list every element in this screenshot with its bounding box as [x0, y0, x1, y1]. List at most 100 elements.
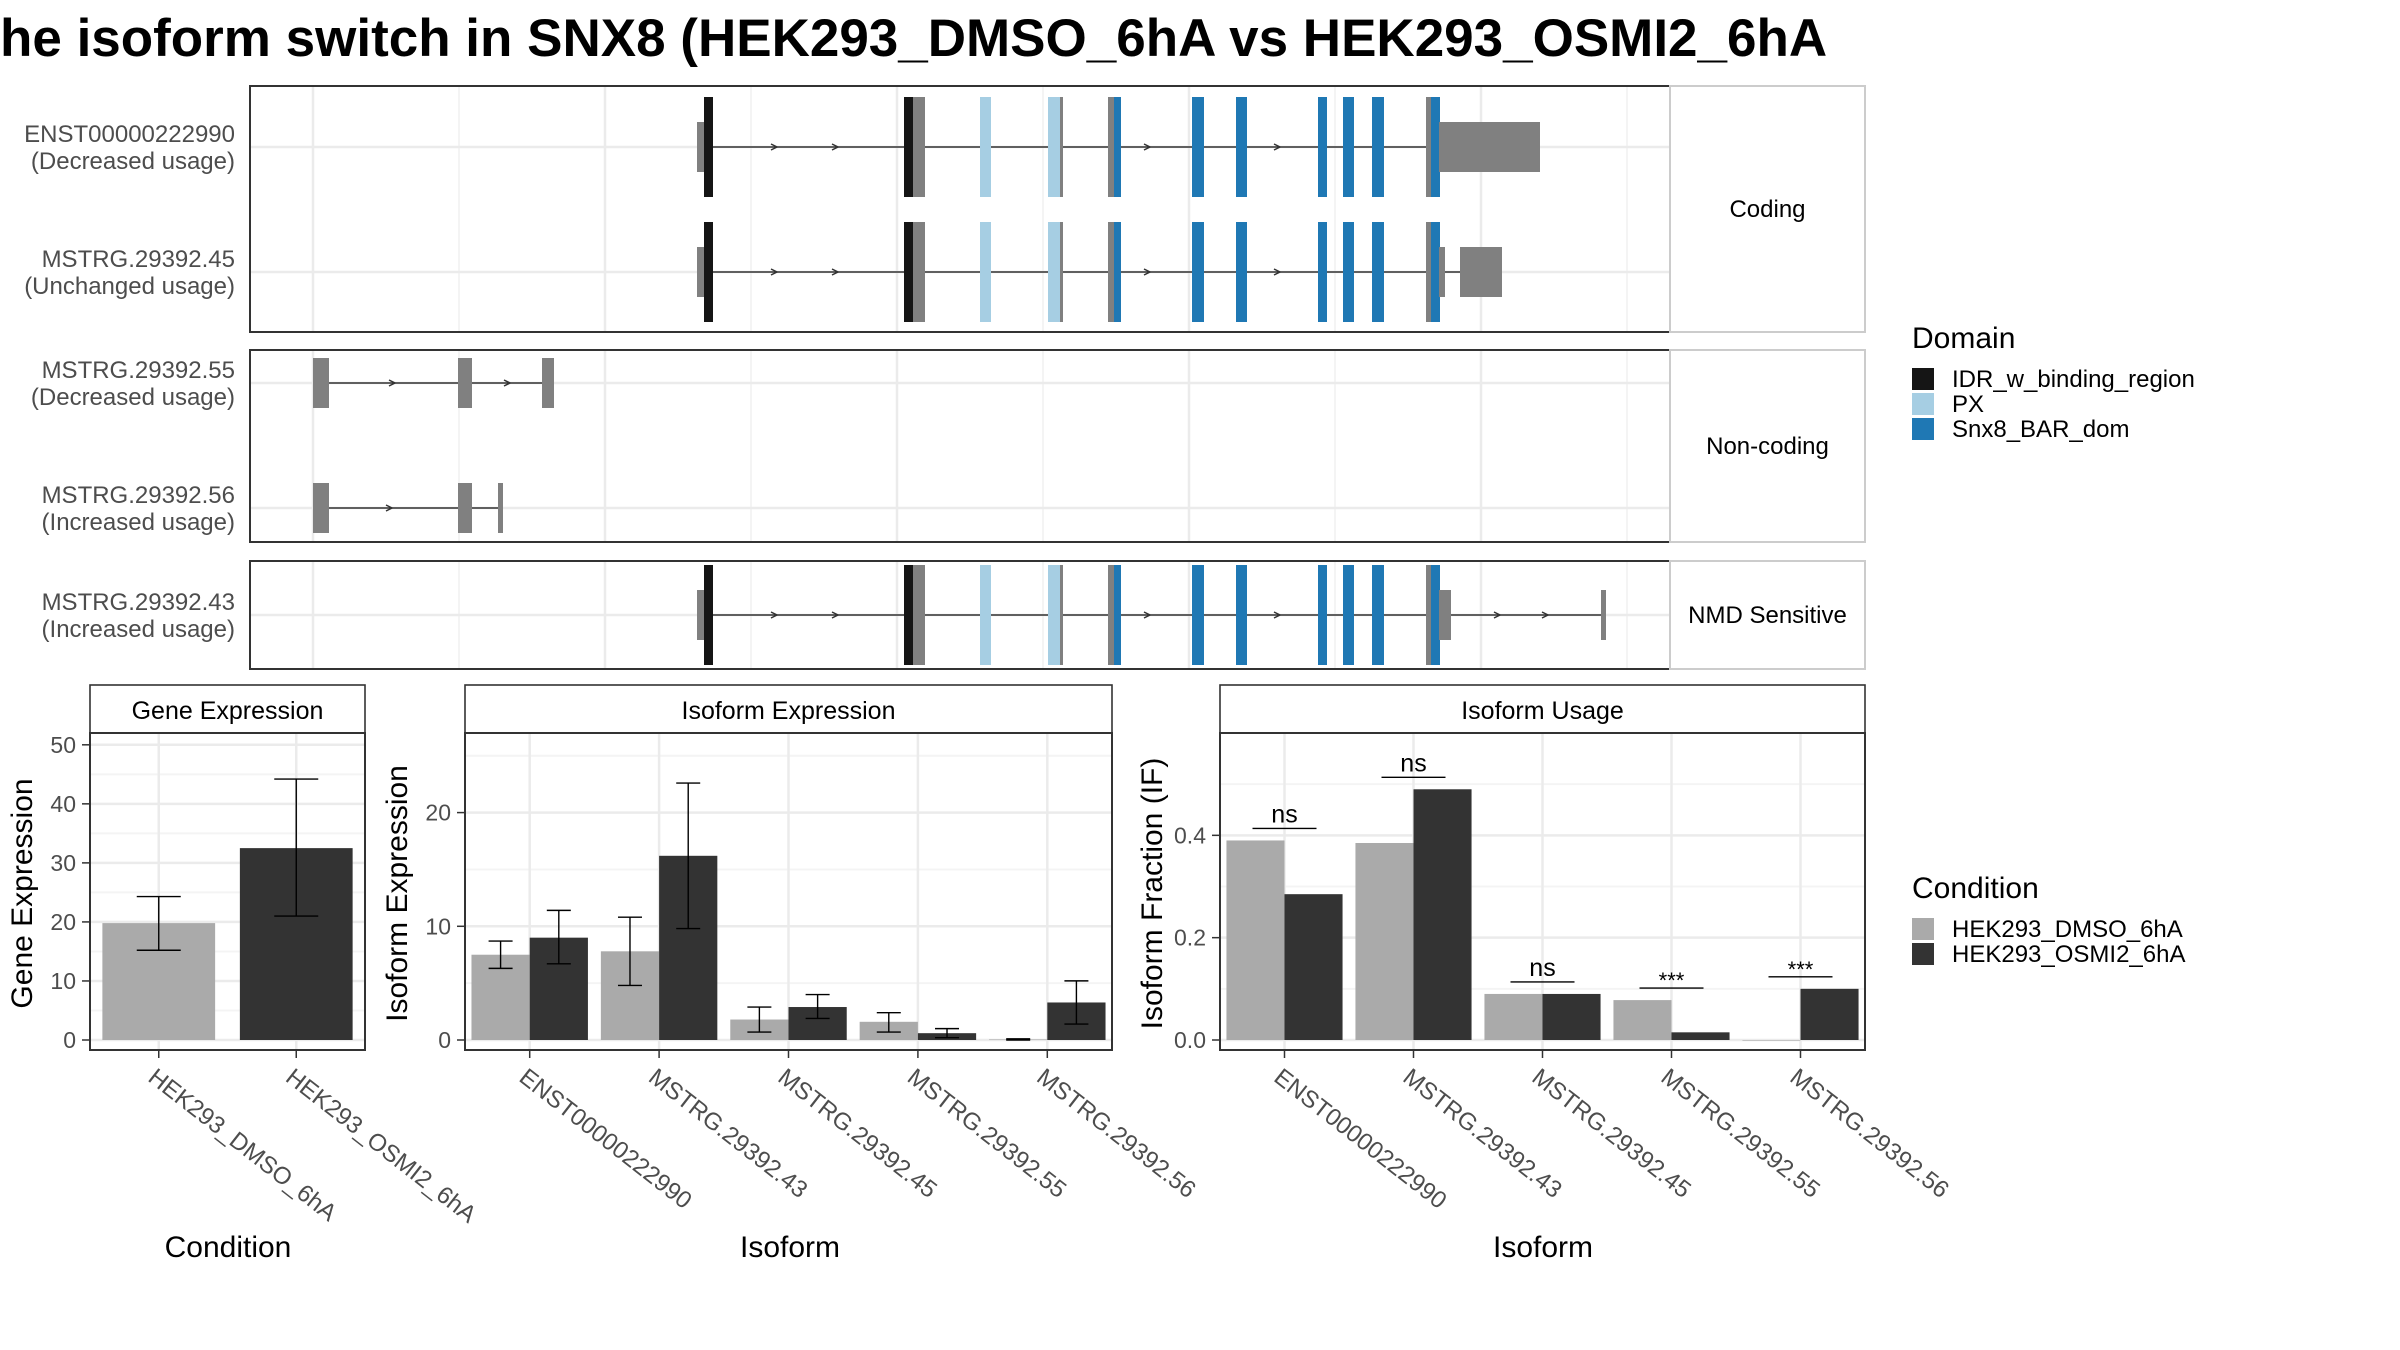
- structure-panel-nmd-sensitive: MSTRG.29392.43(Increased usage) NMD Sensi…: [42, 560, 1866, 670]
- y-tick-label: 0: [438, 1027, 451, 1053]
- chart-border: [89, 732, 366, 1051]
- structure-panel-coding: ENST00000222990(Decreased usage) MSTRG.29…: [24, 85, 1866, 333]
- snx8-bar-domain: [1192, 222, 1204, 322]
- idr-domain: [704, 222, 713, 322]
- legends: Domain IDR_w_binding_regionPXSnx8_BAR_dom…: [1912, 322, 2195, 968]
- snx8-bar-domain: [1343, 222, 1354, 322]
- exon: [697, 122, 705, 172]
- exon: [1108, 565, 1115, 665]
- snx8-bar-domain: [1114, 222, 1121, 322]
- exon: [913, 97, 925, 197]
- exon: [1108, 97, 1115, 197]
- exon: [1426, 565, 1431, 665]
- exon: [913, 222, 925, 322]
- facet-strip: [1669, 85, 1866, 333]
- y-tick-label: 0.0: [1174, 1027, 1206, 1053]
- direction-arrow: [831, 268, 840, 276]
- px-domain: [980, 565, 991, 665]
- y-tick-label: 0.2: [1174, 925, 1206, 951]
- y-tick-label: 20: [50, 909, 76, 935]
- exon: [458, 483, 472, 533]
- legend-label: Snx8_BAR_dom: [1952, 416, 2129, 443]
- snx8-bar-domain: [1236, 97, 1247, 197]
- bar: [1671, 1032, 1730, 1040]
- facet-strip-label: Coding: [1729, 196, 1805, 223]
- direction-arrow: [1273, 268, 1282, 276]
- snx8-bar-domain: [1431, 565, 1440, 665]
- bar: [1742, 1040, 1801, 1041]
- transcript-MSTRG.29392.43: [697, 565, 1606, 665]
- snx8-bar-domain: [1236, 565, 1247, 665]
- legend-key: [1912, 418, 1934, 440]
- direction-arrow: [388, 379, 397, 387]
- legend-key: [1912, 918, 1934, 940]
- direction-arrow: [1143, 268, 1152, 276]
- transcript-usage-label: (Decreased usage): [31, 384, 235, 411]
- snx8-bar-domain: [1372, 565, 1384, 665]
- idr-domain: [904, 97, 914, 197]
- bar: [1413, 789, 1472, 1040]
- snx8-bar-domain: [1372, 222, 1384, 322]
- direction-arrow: [1273, 611, 1282, 619]
- idr-domain: [904, 565, 914, 665]
- y-tick-label: 10: [425, 913, 451, 939]
- y-tick-label: 50: [50, 732, 76, 758]
- exon: [1460, 247, 1502, 297]
- exon: [1060, 565, 1063, 665]
- bar: [1800, 988, 1859, 1040]
- y-tick-label: 20: [425, 800, 451, 826]
- snx8-bar-domain: [1372, 97, 1384, 197]
- significance-label: ***: [1659, 968, 1685, 993]
- px-domain: [1048, 97, 1060, 197]
- snx8-bar-domain: [1343, 565, 1354, 665]
- exon: [313, 483, 329, 533]
- figure-title: he isoform switch in SNX8 (HEK293_DMSO_6…: [0, 9, 1827, 68]
- transcript-MSTRG.29392.45: [697, 222, 1502, 322]
- exon: [913, 565, 925, 665]
- chart-title: Gene Expression: [132, 697, 324, 725]
- direction-arrow: [1493, 611, 1502, 619]
- exon: [313, 358, 329, 408]
- bar: [1226, 840, 1285, 1040]
- structure-panel-non-coding: MSTRG.29392.55(Decreased usage) MSTRG.293…: [31, 349, 1866, 543]
- facet-strip: [1669, 560, 1866, 670]
- exon: [1060, 97, 1063, 197]
- direction-arrow: [1143, 611, 1152, 619]
- exon: [1439, 590, 1451, 640]
- px-domain: [1048, 565, 1060, 665]
- transcript-usage-label: (Decreased usage): [31, 148, 235, 175]
- idr-domain: [704, 97, 713, 197]
- transcript-id-label: MSTRG.29392.43: [42, 589, 235, 616]
- snx8-bar-domain: [1318, 565, 1327, 665]
- y-axis-label: Gene Expression: [6, 778, 39, 1008]
- transcript-MSTRG.29392.56: [313, 483, 503, 533]
- px-domain: [980, 97, 991, 197]
- x-axis-label: Isoform: [1493, 1231, 1593, 1264]
- x-axis-label: Condition: [165, 1231, 292, 1264]
- exon: [1426, 222, 1431, 322]
- transcript-usage-label: (Increased usage): [42, 509, 235, 536]
- snx8-bar-domain: [1318, 97, 1327, 197]
- chart-title-strip: [1219, 684, 1866, 734]
- snx8-bar-domain: [1192, 565, 1204, 665]
- exon: [458, 358, 472, 408]
- significance-label: ns: [1529, 954, 1555, 982]
- transcript-usage-label: (Increased usage): [42, 616, 235, 643]
- idr-domain: [904, 222, 914, 322]
- exon: [697, 247, 705, 297]
- direction-arrow: [1541, 611, 1550, 619]
- transcript-id-label: ENST00000222990: [24, 121, 235, 148]
- direction-arrow: [1143, 143, 1152, 151]
- snx8-bar-domain: [1318, 222, 1327, 322]
- snx8-bar-domain: [1343, 97, 1354, 197]
- direction-arrow: [385, 504, 394, 512]
- exon: [1060, 222, 1063, 322]
- y-tick-label: 30: [50, 850, 76, 876]
- transcript-MSTRG.29392.55: [313, 358, 554, 408]
- transcript-id-label: MSTRG.29392.55: [42, 357, 235, 384]
- facet-strip-label: Non-coding: [1706, 433, 1829, 460]
- y-tick-label: 10: [50, 968, 76, 994]
- y-tick-label: 40: [50, 791, 76, 817]
